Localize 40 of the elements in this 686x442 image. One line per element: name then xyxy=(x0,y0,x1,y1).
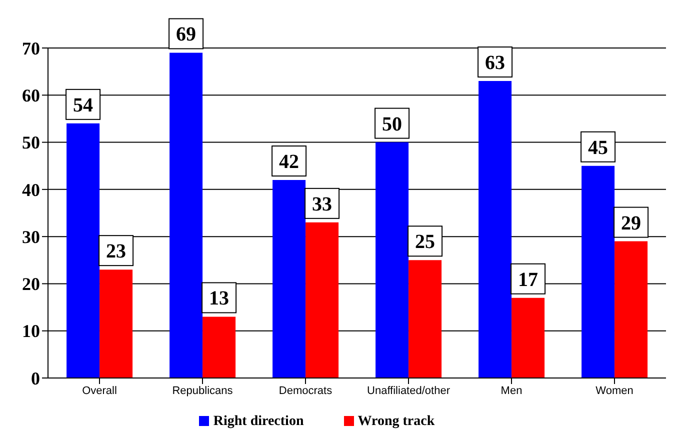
y-tick-label: 10 xyxy=(22,321,40,342)
bar xyxy=(408,260,442,378)
x-tick-label: Overall xyxy=(82,384,117,397)
data-label: 45 xyxy=(588,136,608,159)
y-tick-label: 30 xyxy=(22,226,40,247)
y-tick-label: 50 xyxy=(22,132,40,153)
data-label: 29 xyxy=(621,212,642,234)
legend-label: Wrong track xyxy=(358,414,435,429)
y-tick-label: 0 xyxy=(31,368,40,388)
y-tick-label: 60 xyxy=(22,86,40,106)
data-label: 69 xyxy=(176,24,196,46)
data-label: 23 xyxy=(106,240,126,263)
bar xyxy=(272,180,306,378)
data-label: 54 xyxy=(73,94,94,116)
bar xyxy=(100,270,133,378)
x-tick-label: Men xyxy=(500,384,522,397)
bar xyxy=(614,241,648,378)
bar xyxy=(512,298,545,378)
x-tick-label: Republicans xyxy=(172,384,234,397)
data-label: 63 xyxy=(485,52,506,74)
bar xyxy=(306,222,339,378)
y-tick-label: 40 xyxy=(22,180,40,200)
data-label: 50 xyxy=(382,113,402,136)
y-tick-label: 70 xyxy=(22,38,40,58)
data-label: 33 xyxy=(312,193,332,216)
y-tick-label: 20 xyxy=(22,274,40,294)
data-label: 13 xyxy=(209,288,230,310)
bar xyxy=(582,166,615,378)
bar xyxy=(376,142,409,378)
data-label: 17 xyxy=(518,268,538,291)
x-tick-label: Democrats xyxy=(278,384,333,397)
bar xyxy=(170,52,203,378)
data-label: 25 xyxy=(415,231,436,254)
x-tick-label: Women xyxy=(596,384,634,397)
bar xyxy=(66,123,100,378)
data-label: 42 xyxy=(279,151,300,173)
bar xyxy=(202,316,236,378)
bar xyxy=(478,81,512,378)
x-tick-label: Unaffiliated/other xyxy=(367,384,450,397)
legend-label: Right direction xyxy=(213,414,304,429)
